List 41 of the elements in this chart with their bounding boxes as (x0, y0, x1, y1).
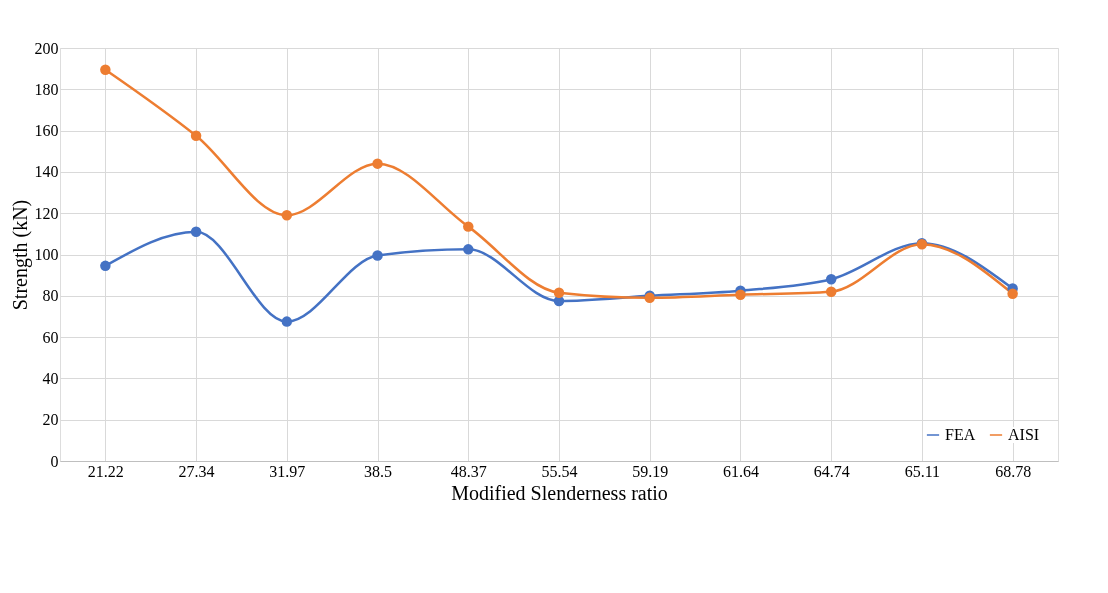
y-tick-label: 20 (42, 411, 59, 429)
x-tick-label: 65.11 (904, 462, 941, 480)
x-tick-label: 68.78 (995, 462, 1032, 480)
y-tick-label: 40 (42, 369, 59, 387)
y-tick-label: 160 (34, 122, 59, 140)
x-tick-label: 38.5 (364, 462, 393, 480)
x-tick-label: 48.37 (450, 462, 487, 480)
point (281, 316, 293, 327)
point (825, 286, 837, 297)
y-tick-label: 100 (34, 246, 59, 263)
point (463, 244, 474, 255)
x-tick-label: 64.74 (813, 462, 850, 480)
x-tick-label: 31.97 (269, 462, 306, 480)
y-tick-label: 180 (34, 80, 59, 98)
x-axis-title: Modified Slenderness ratio (451, 481, 668, 504)
point (100, 64, 111, 75)
x-tick-label: 27.34 (178, 462, 215, 480)
y-axis-title: Strength (kN) (8, 199, 32, 311)
point (463, 221, 474, 232)
point (1007, 288, 1018, 299)
point (100, 260, 111, 272)
point (372, 250, 383, 261)
y-tick-label: 0 (50, 452, 59, 470)
point (281, 210, 293, 221)
y-tick-label: 200 (34, 39, 59, 57)
y-tick-label: 140 (34, 163, 59, 181)
x-tick-label: 55.54 (541, 462, 578, 480)
point (553, 287, 565, 298)
point (735, 289, 746, 300)
y-tick-label: 120 (34, 204, 59, 222)
legend-label: AISI (1008, 426, 1040, 443)
y-tick-label: 60 (42, 328, 59, 346)
point (825, 274, 837, 285)
point (190, 130, 202, 141)
point (372, 158, 383, 169)
point (190, 226, 202, 238)
x-tick-label: 21.22 (87, 462, 124, 480)
x-tick-label: 59.19 (632, 462, 669, 480)
legend-label: FEA (945, 426, 976, 443)
y-tick-label: 80 (42, 287, 59, 305)
x-tick-label: 61.64 (722, 462, 759, 480)
